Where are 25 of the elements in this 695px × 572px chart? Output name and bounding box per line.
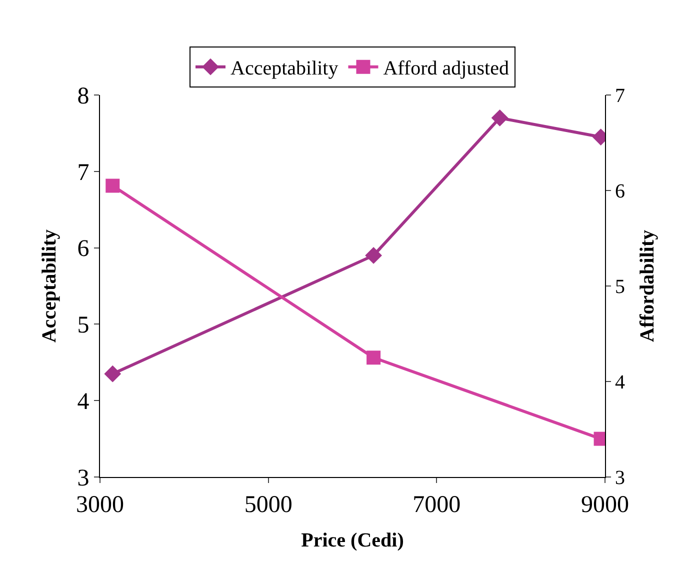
y-tick-label: 5 [77,312,90,339]
point [106,178,120,193]
y2-tick-label: 6 [615,180,625,202]
x-tick-label: 5000 [244,492,292,518]
y-tick-label: 3 [77,465,90,492]
point [491,109,508,126]
y-tick-label: 4 [77,389,90,415]
y-axis-title: Acceptability [38,229,61,343]
y2-tick-label: 5 [615,276,625,298]
x-tick-label: 9000 [581,492,629,518]
point [104,365,122,382]
legend-label: Afford adjusted [383,58,509,80]
x-tick-label: 3000 [76,492,124,518]
y2-tick-label: 4 [615,372,625,394]
legend-label: Acceptability [230,58,338,80]
x-axis-title: Price (Cedi) [301,529,404,552]
y2-tick-label: 3 [615,467,625,489]
y-tick-label: 8 [77,83,90,110]
point [366,350,381,365]
y2-tick-label: 7 [615,85,625,107]
x-tick-label: 7000 [412,492,461,518]
y2-axis-title: Affordability [636,230,658,342]
y-tick-label: 6 [77,236,90,262]
point [365,246,382,264]
y-tick-label: 7 [77,160,90,186]
